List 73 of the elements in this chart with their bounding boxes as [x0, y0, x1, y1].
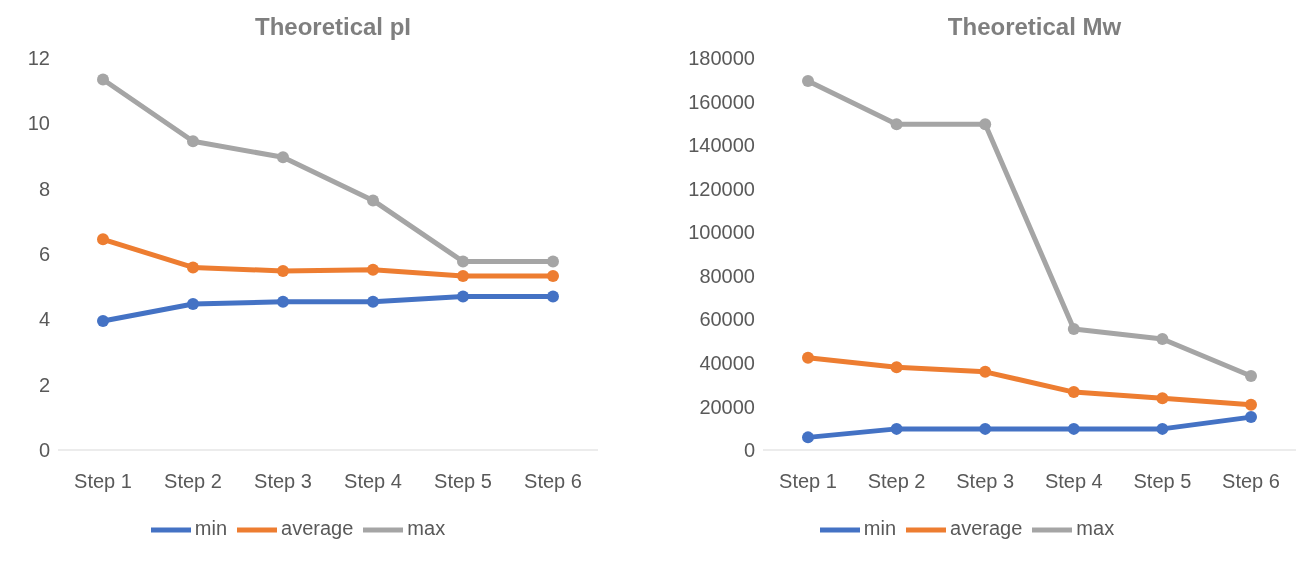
y-tick-label: 60000	[699, 308, 755, 331]
y-tick-label: 100000	[688, 221, 755, 244]
point	[979, 365, 992, 378]
point	[1245, 398, 1257, 411]
point	[277, 264, 289, 277]
point	[890, 422, 903, 435]
legend-label: min	[863, 517, 897, 540]
point	[97, 233, 109, 246]
y-tick-label: 140000	[688, 134, 755, 157]
y-tick-label: 10	[27, 112, 50, 135]
y-tick-label: 120000	[688, 177, 755, 200]
x-tick-label: Step 1	[74, 470, 132, 493]
point	[457, 269, 469, 282]
point	[187, 135, 199, 148]
point	[547, 255, 559, 268]
point	[1156, 332, 1169, 345]
point	[890, 118, 903, 131]
x-tick-label: Step 3	[254, 470, 312, 493]
x-tick-label: Step 3	[956, 470, 1015, 493]
chart-title: Theoretical Mw	[946, 12, 1123, 42]
x-tick-label: Step 2	[164, 470, 222, 493]
x-tick-label: Step 2	[867, 470, 926, 493]
y-tick-label: 0	[743, 439, 755, 462]
point	[367, 263, 379, 276]
point	[1156, 392, 1169, 405]
legend-label: max	[1076, 517, 1115, 540]
point	[802, 351, 814, 364]
point	[547, 290, 559, 303]
y-tick-label: 2	[38, 373, 50, 396]
point	[1245, 369, 1257, 382]
legend-label: min	[194, 517, 228, 540]
x-tick-label: Step 1	[779, 470, 837, 493]
point	[979, 118, 992, 131]
chart-title: Theoretical pI	[253, 12, 412, 42]
point	[1067, 386, 1080, 399]
y-tick-label: 6	[38, 243, 50, 266]
x-tick-label: Step 6	[1222, 470, 1280, 493]
point	[97, 314, 109, 327]
point	[802, 431, 814, 444]
y-tick-label: 80000	[699, 264, 755, 287]
point	[979, 422, 992, 435]
y-tick-label: 0	[38, 439, 50, 462]
legend-label: average	[281, 517, 354, 540]
point	[97, 73, 109, 86]
point	[277, 295, 289, 308]
point	[802, 75, 814, 88]
legend-label: max	[407, 517, 446, 540]
point	[367, 295, 379, 308]
y-tick-label: 160000	[688, 90, 755, 113]
x-tick-label: Step 6	[524, 470, 582, 493]
point	[367, 194, 379, 207]
legend-label: average	[950, 517, 1023, 540]
y-tick-label: 20000	[699, 395, 755, 418]
point	[457, 290, 469, 303]
point	[1067, 322, 1080, 335]
y-tick-label: 12	[27, 47, 50, 70]
point	[457, 255, 469, 268]
point	[1067, 422, 1080, 435]
x-tick-label: Step 4	[1044, 470, 1103, 493]
x-tick-label: Step 5	[434, 470, 492, 493]
point	[187, 297, 199, 310]
point	[277, 151, 289, 164]
point	[1156, 422, 1169, 435]
y-tick-label: 40000	[699, 351, 755, 374]
point	[547, 269, 559, 282]
y-tick-label: 8	[38, 177, 50, 200]
point	[187, 261, 199, 274]
y-tick-label: 180000	[688, 47, 755, 70]
x-tick-label: Step 4	[344, 470, 402, 493]
point	[1245, 411, 1257, 424]
y-tick-label: 4	[38, 308, 50, 331]
point	[890, 361, 903, 374]
x-tick-label: Step 5	[1133, 470, 1192, 493]
